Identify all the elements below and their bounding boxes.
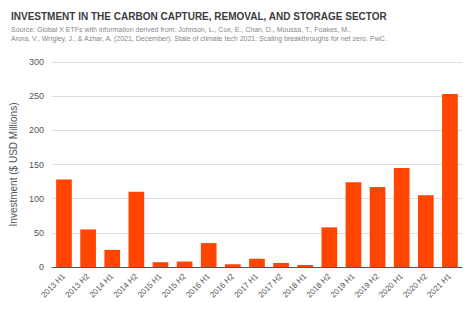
svg-text:2014 H2: 2014 H2 (112, 271, 140, 299)
svg-text:200: 200 (29, 125, 44, 135)
svg-text:300: 300 (29, 57, 44, 67)
svg-text:2021 H1: 2021 H1 (425, 271, 453, 299)
svg-text:2017 H1: 2017 H1 (232, 271, 260, 299)
svg-text:2019 H2: 2019 H2 (353, 271, 381, 299)
svg-text:2017 H2: 2017 H2 (257, 271, 285, 299)
svg-text:2013 H1: 2013 H1 (39, 271, 67, 299)
svg-text:Arora, V., Wrigley, J., & Azha: Arora, V., Wrigley, J., & Azhar, A. (202… (11, 35, 387, 43)
svg-text:2019 H1: 2019 H1 (329, 271, 357, 299)
svg-text:50: 50 (34, 228, 44, 238)
svg-text:2016 H2: 2016 H2 (208, 271, 236, 299)
svg-text:2014 H1: 2014 H1 (88, 271, 116, 299)
svg-text:250: 250 (29, 91, 44, 101)
svg-text:2013 H2: 2013 H2 (64, 271, 92, 299)
svg-text:2020 H1: 2020 H1 (377, 271, 405, 299)
svg-text:2015 H1: 2015 H1 (136, 271, 164, 299)
svg-text:INVESTMENT IN THE CARBON CAPTU: INVESTMENT IN THE CARBON CAPTURE, REMOVA… (11, 11, 388, 22)
svg-text:100: 100 (29, 194, 44, 204)
svg-text:Investment ($ USD Millions): Investment ($ USD Millions) (8, 103, 19, 227)
svg-text:2016 H1: 2016 H1 (184, 271, 212, 299)
svg-text:2015 H2: 2015 H2 (160, 271, 188, 299)
svg-text:2018 H1: 2018 H1 (281, 271, 309, 299)
svg-text:2020 H2: 2020 H2 (401, 271, 429, 299)
svg-text:150: 150 (29, 160, 44, 170)
svg-text:2018 H2: 2018 H2 (305, 271, 333, 299)
svg-text:0: 0 (39, 262, 44, 272)
svg-text:Source: Global X ETFs with inf: Source: Global X ETFs with information d… (11, 26, 351, 33)
